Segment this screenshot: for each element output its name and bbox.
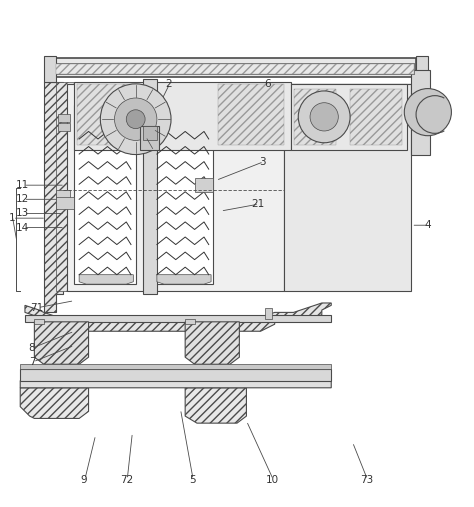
Bar — [25, 315, 331, 322]
Bar — [35, 319, 44, 324]
Bar — [265, 308, 273, 319]
Circle shape — [298, 91, 350, 143]
Bar — [67, 84, 138, 291]
Bar — [77, 84, 138, 145]
Bar — [58, 115, 70, 122]
Bar — [67, 84, 284, 291]
Bar — [284, 84, 411, 291]
Text: 12: 12 — [16, 194, 29, 204]
Bar — [284, 84, 411, 291]
Bar — [350, 89, 402, 145]
Circle shape — [404, 89, 451, 136]
Text: 21: 21 — [252, 199, 265, 209]
Text: 9: 9 — [81, 475, 87, 485]
Text: 7: 7 — [29, 357, 36, 367]
Bar — [20, 364, 331, 369]
Text: 8: 8 — [29, 343, 36, 353]
Bar — [416, 56, 428, 82]
Polygon shape — [20, 376, 331, 388]
Polygon shape — [55, 82, 74, 291]
Text: 2: 2 — [165, 79, 172, 89]
Bar — [55, 64, 414, 75]
Text: 13: 13 — [16, 208, 29, 219]
Text: 71: 71 — [30, 303, 43, 313]
Bar — [74, 105, 136, 284]
Bar — [143, 79, 157, 294]
Circle shape — [115, 98, 157, 140]
Text: 5: 5 — [189, 475, 196, 485]
Circle shape — [310, 103, 338, 131]
Polygon shape — [157, 275, 211, 284]
Polygon shape — [35, 322, 89, 364]
Text: 11: 11 — [16, 180, 29, 190]
Bar — [291, 84, 407, 150]
Bar — [53, 58, 416, 77]
Bar — [143, 126, 157, 140]
Bar — [20, 369, 331, 381]
Bar — [411, 70, 430, 155]
Bar — [44, 56, 55, 82]
Bar — [55, 63, 414, 75]
Text: 3: 3 — [260, 157, 266, 167]
Bar — [195, 178, 213, 192]
Text: 72: 72 — [119, 475, 133, 485]
Bar — [218, 84, 284, 145]
Polygon shape — [20, 388, 89, 418]
Bar — [55, 190, 70, 199]
Text: 4: 4 — [425, 220, 431, 230]
Bar — [218, 84, 284, 291]
Text: 6: 6 — [264, 79, 271, 89]
Polygon shape — [79, 275, 133, 284]
Text: 73: 73 — [360, 475, 373, 485]
Polygon shape — [25, 303, 331, 331]
Text: 14: 14 — [16, 223, 29, 233]
Bar — [74, 82, 291, 150]
Bar — [293, 89, 336, 145]
Text: 1: 1 — [9, 213, 15, 223]
Bar — [140, 126, 159, 150]
Text: 10: 10 — [266, 475, 279, 485]
Bar — [55, 197, 74, 209]
Circle shape — [126, 110, 145, 129]
Polygon shape — [185, 322, 239, 364]
Bar — [58, 123, 70, 131]
Polygon shape — [185, 388, 246, 423]
Bar — [185, 319, 195, 324]
Circle shape — [100, 84, 171, 155]
Bar — [152, 105, 213, 284]
Polygon shape — [44, 82, 63, 312]
